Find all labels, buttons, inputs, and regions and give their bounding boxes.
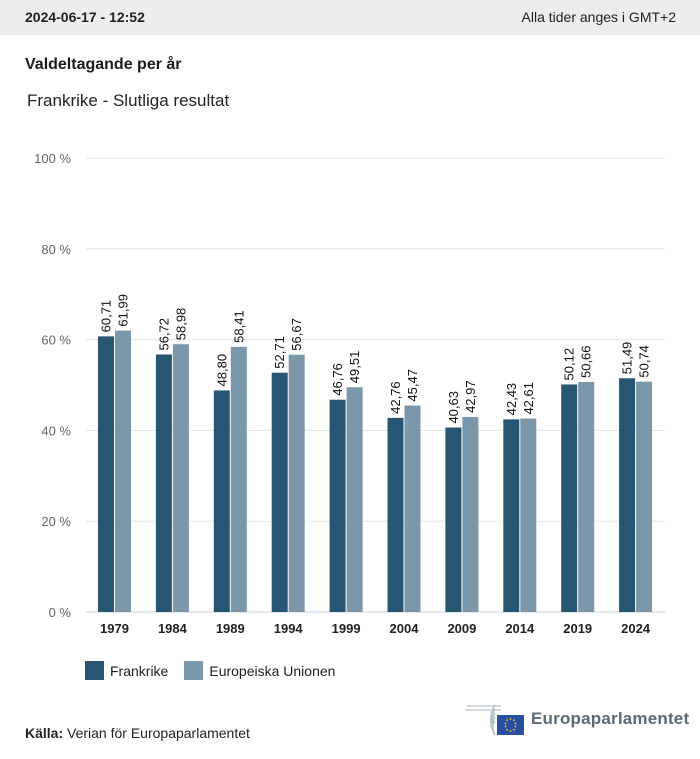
data-label: 56,67	[289, 318, 304, 351]
data-label: 56,72	[156, 318, 171, 351]
bar-frankrike	[619, 378, 636, 612]
legend-label-eu: Europeiska Unionen	[209, 662, 336, 679]
x-tick-label: 2014	[505, 621, 535, 636]
top-bar: 2024-06-17 - 12:52 Alla tider anges i GM…	[0, 0, 700, 35]
y-tick-label: 20 %	[41, 514, 71, 529]
data-label: 49,51	[347, 351, 362, 384]
bar-eu	[115, 330, 131, 612]
legend-swatch-frankrike	[85, 661, 104, 680]
source-label: Källa:	[25, 725, 64, 741]
chart-subtitle: Frankrike - Slutliga resultat	[27, 91, 230, 110]
data-label: 58,41	[231, 310, 246, 343]
bar-frankrike	[213, 390, 230, 612]
logo-text: Europaparlamentet	[531, 709, 690, 728]
x-tick-label: 1999	[332, 621, 361, 636]
data-label: 42,43	[504, 383, 519, 416]
hemicycle-icon	[465, 704, 524, 736]
data-label: 50,66	[579, 345, 594, 378]
bar-eu	[288, 354, 305, 612]
data-label: 50,12	[562, 348, 577, 381]
turnout-bar-chart: 0 % 20 % 40 % 60 % 80 % 100 % 60,71 61,99 1979 56…	[34, 151, 665, 636]
data-label: 60,71	[99, 300, 114, 333]
data-label: 48,80	[214, 354, 229, 387]
bar-eu	[578, 382, 595, 612]
data-label: 50,74	[637, 345, 652, 378]
timestamp: 2024-06-17 - 12:52	[25, 9, 145, 25]
bar-frankrike	[503, 419, 520, 612]
x-tick-label: 2019	[563, 621, 592, 636]
europarl-logo: Europaparlamentet	[461, 701, 689, 737]
x-tick-label: 2024	[621, 621, 651, 636]
y-tick-label: 80 %	[41, 242, 71, 257]
legend-label-frankrike: Frankrike	[110, 662, 169, 679]
source-note: Källa: Verian för Europaparlamentet	[25, 725, 250, 741]
bar-eu	[346, 387, 363, 612]
bar-eu	[636, 381, 653, 612]
bar-eu	[172, 344, 189, 612]
data-label: 61,99	[116, 294, 131, 327]
x-tick-label: 1984	[158, 621, 188, 636]
bar-eu	[404, 405, 421, 612]
data-label: 52,71	[272, 336, 287, 369]
bar-eu	[230, 346, 247, 612]
timezone-note: Alla tider anges i GMT+2	[521, 9, 676, 25]
bar-frankrike	[155, 354, 172, 612]
bar-frankrike	[98, 336, 114, 612]
data-label: 51,49	[620, 342, 635, 375]
y-tick-label: 60 %	[41, 333, 71, 348]
legend-swatch-eu	[184, 661, 204, 680]
data-label: 42,97	[463, 380, 478, 413]
x-tick-label: 2009	[447, 621, 476, 636]
bar-frankrike	[445, 427, 462, 612]
x-tick-label: 1979	[100, 621, 129, 636]
data-label: 58,98	[173, 308, 188, 341]
legend-item-frankrike: Frankrike	[85, 661, 168, 680]
chart-title: Valdeltagande per år	[25, 56, 182, 73]
bar-frankrike	[271, 372, 288, 612]
source-text: Verian för Europaparlamentet	[67, 725, 250, 741]
x-tick-label: 2004	[390, 621, 420, 636]
data-label: 40,63	[446, 391, 461, 424]
data-label: 46,76	[330, 363, 345, 396]
y-tick-label: 40 %	[41, 423, 71, 438]
bar-frankrike	[387, 417, 404, 612]
data-label: 42,61	[521, 382, 536, 415]
bar-eu	[462, 416, 479, 612]
bar-eu	[520, 418, 537, 612]
y-tick-label: 0 %	[49, 605, 72, 620]
data-label: 45,47	[405, 369, 420, 402]
y-tick-label: 100 %	[34, 151, 71, 166]
x-tick-label: 1989	[216, 621, 245, 636]
x-tick-label: 1994	[274, 621, 304, 636]
bar-frankrike	[561, 384, 578, 612]
legend-item-eu: Europeiska Unionen	[184, 661, 335, 680]
legend: Frankrike Europeiska Unionen	[85, 661, 351, 680]
data-label: 42,76	[388, 381, 403, 414]
bar-frankrike	[329, 399, 346, 612]
